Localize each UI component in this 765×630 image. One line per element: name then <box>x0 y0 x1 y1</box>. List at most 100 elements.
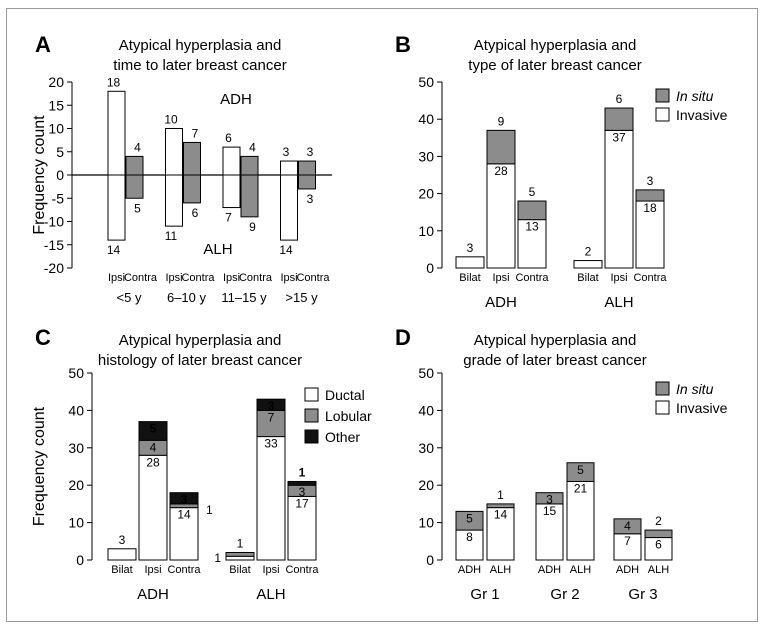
bar-label-C: 5 <box>150 422 157 436</box>
bar-tick-label-A: Contra <box>239 272 273 284</box>
bar-segment-D <box>566 480 595 561</box>
bar-A <box>125 155 144 176</box>
bar-tick-label-D: ADH <box>458 564 481 576</box>
bar-tick-label-B: Bilat <box>459 272 480 284</box>
group-label-D: Gr 1 <box>470 586 499 603</box>
bar-tick-label-C: Ipsi <box>144 564 161 576</box>
bar-segment-D <box>486 507 515 561</box>
bar-segment-D <box>613 518 642 535</box>
y-tick-label-B: 10 <box>418 223 434 239</box>
legend-swatch-D <box>655 381 670 396</box>
bar-tick-label-A: Ipsi <box>165 272 182 284</box>
bar-label-B: 2 <box>585 245 592 259</box>
bar-tick-label-D: ADH <box>616 564 639 576</box>
bar-label-B: 3 <box>647 174 654 188</box>
legend-label-B: Invasive <box>676 107 728 123</box>
y-tick-label-A: -20 <box>44 260 64 276</box>
bar-segment-B <box>604 129 634 269</box>
panel-letter-A: A <box>35 32 51 57</box>
bar-segment-B <box>517 219 547 269</box>
y-tick-label-A: -5 <box>52 190 65 206</box>
bar-label-D: 4 <box>624 519 631 533</box>
bar-tick-label-C: Ipsi <box>262 564 279 576</box>
bar-A <box>280 174 298 241</box>
bar-segment-B <box>635 189 665 202</box>
bar-tick-label-C: Bilat <box>229 564 250 576</box>
bar-label-B: 37 <box>612 130 626 144</box>
bar-label-C: 7 <box>268 410 275 424</box>
legend-swatch-B <box>655 107 670 122</box>
y-tick-label-B: 30 <box>418 148 434 164</box>
y-tick-label-D: 20 <box>418 477 434 493</box>
bar-segment-B <box>455 256 485 269</box>
bar-segment-D <box>486 503 515 509</box>
bar-segment-C <box>138 421 168 441</box>
bar-label-C: 28 <box>146 455 160 469</box>
legend-swatch-C <box>304 408 319 423</box>
y-tick-label-A: 10 <box>48 121 64 137</box>
legend-label-C: Other <box>325 429 360 445</box>
bar-label-B: 18 <box>643 201 657 215</box>
y-tick-label-A: -15 <box>44 237 64 253</box>
bar-label-A: 10 <box>164 113 178 127</box>
bar-tick-label-C: Bilat <box>111 564 132 576</box>
group-label-B: ADH <box>485 294 517 311</box>
bar-segment-B <box>486 163 516 269</box>
bar-label-C: 14 <box>177 508 191 522</box>
bar-label-D: 21 <box>574 481 588 495</box>
bar-A <box>298 160 316 176</box>
bar-segment-C <box>107 548 137 561</box>
y-tick-label-A: -10 <box>44 214 64 230</box>
bar-label-B: 13 <box>525 220 539 234</box>
y-tick-label-C: 20 <box>68 477 84 493</box>
bar-segment-C <box>256 409 286 438</box>
bar-A <box>107 90 126 176</box>
bar-A <box>222 146 241 176</box>
panel-title-A: Atypical hyperplasia and <box>119 37 282 54</box>
bar-segment-D <box>613 533 642 561</box>
group-label-D: Gr 3 <box>628 586 657 603</box>
bar-A <box>165 128 183 176</box>
bar-tick-label-C: Contra <box>167 564 201 576</box>
bar-label-C: 1 <box>206 503 213 517</box>
bar-segment-D <box>535 492 564 505</box>
y-axis-label-A: Frequency count <box>31 115 48 235</box>
bar-label-C: 3 <box>268 399 275 413</box>
bar-tick-label-A: Contra <box>296 272 330 284</box>
group-label-A: 11–15 y <box>221 290 267 305</box>
bar-tick-label-C: Contra <box>285 564 319 576</box>
y-tick-label-B: 20 <box>418 186 434 202</box>
bar-label-D: 1 <box>497 488 504 502</box>
group-label-A: >15 y <box>285 290 318 305</box>
y-tick-label-D: 50 <box>418 365 434 381</box>
bar-label-C: 17 <box>295 496 309 510</box>
alh-region-label: ALH <box>203 241 232 258</box>
y-tick-label-C: 30 <box>68 440 84 456</box>
bar-tick-label-B: Bilat <box>577 272 598 284</box>
panel-title-B: type of later breast cancer <box>468 57 641 74</box>
bar-segment-C <box>287 480 317 486</box>
bar-segment-B <box>486 129 516 165</box>
bar-label-D: 14 <box>494 508 508 522</box>
bar-label-C: 3 <box>119 533 126 547</box>
bar-A <box>240 174 259 218</box>
bar-A <box>298 174 316 190</box>
bar-tick-label-D: ALH <box>570 564 591 576</box>
bar-segment-B <box>573 260 603 269</box>
adh-region-label: ADH <box>220 91 252 108</box>
bar-tick-label-D: ALH <box>648 564 669 576</box>
bar-label-D: 15 <box>543 504 557 518</box>
bar-label-A: 18 <box>107 75 121 89</box>
panel-title-C: histology of later breast cancer <box>98 352 302 369</box>
bar-label-C: 3 <box>181 493 188 507</box>
bar-label-D: 2 <box>655 514 662 528</box>
bar-label-B: 6 <box>616 92 623 106</box>
bar-A <box>240 155 259 176</box>
bar-tick-label-A: Ipsi <box>223 272 240 284</box>
y-tick-label-D: 40 <box>418 402 434 418</box>
panel-letter-C: C <box>35 325 51 350</box>
bar-tick-label-B: Contra <box>515 272 549 284</box>
bar-label-C: 4 <box>150 440 157 454</box>
bar-tick-label-A: Ipsi <box>108 272 125 284</box>
